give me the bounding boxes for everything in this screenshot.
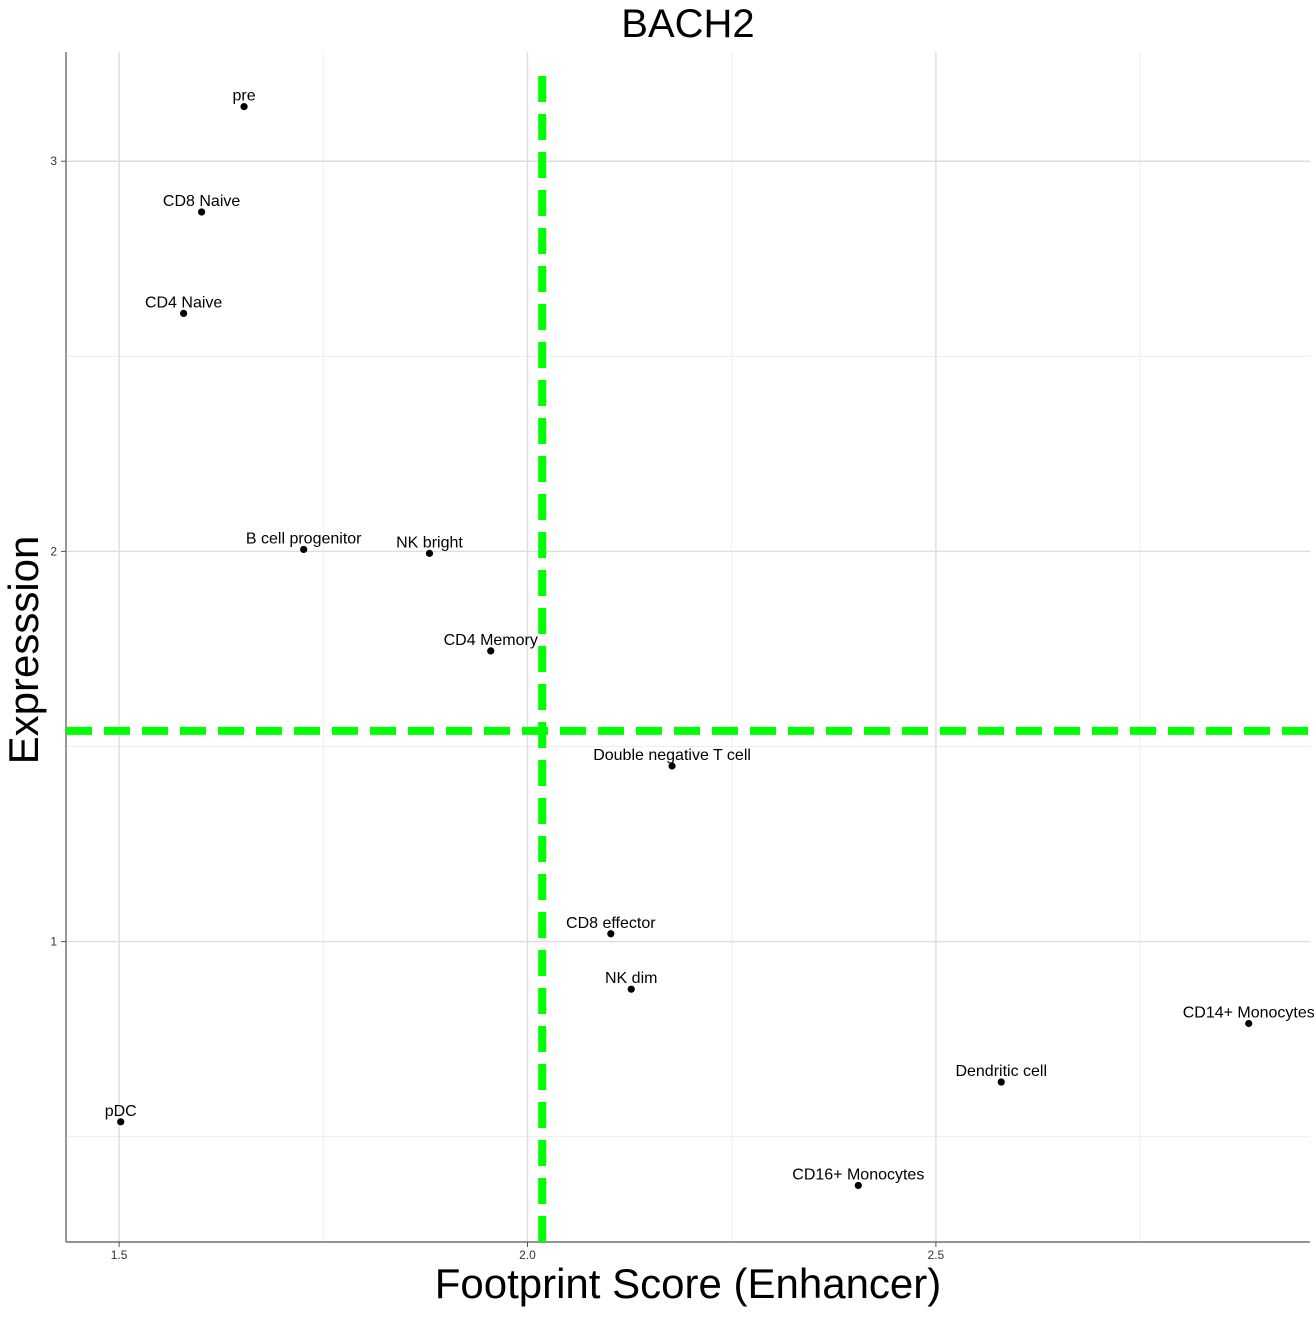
reference-lines	[66, 76, 1310, 1242]
data-point	[1245, 1019, 1253, 1028]
data-point-label: B cell progenitor	[246, 530, 362, 547]
data-point-label: Dendritic cell	[955, 1063, 1047, 1080]
data-point-label: CD16+ Monocytes	[792, 1166, 924, 1183]
data-point	[997, 1078, 1005, 1086]
data-point	[487, 647, 495, 655]
data-point	[425, 549, 434, 557]
y-tick-label: 1	[50, 935, 57, 949]
y-tick-label: 2	[50, 544, 57, 558]
data-point	[627, 985, 635, 993]
data-point-label: CD4 Naive	[145, 294, 222, 311]
data-point-label: CD8 effector	[566, 915, 656, 932]
data-point	[300, 545, 308, 554]
data-point	[854, 1181, 862, 1190]
data-point-label: CD8 Naive	[163, 193, 240, 210]
data-point	[117, 1118, 125, 1126]
x-axis-title: Footprint Score (Enhancer)	[435, 1260, 942, 1307]
data-point	[607, 930, 615, 938]
y-axis-title: Expresssion	[0, 536, 47, 765]
data-point	[197, 208, 206, 216]
data-point-label: CD14+ Monocytes	[1183, 1005, 1315, 1022]
y-tick-label: 3	[50, 154, 57, 168]
x-tick-label: 2.5	[928, 1248, 945, 1262]
data-point-label: pDC	[105, 1103, 137, 1120]
data-point-label: pre	[233, 88, 256, 105]
data-point-label: Double negative T cell	[593, 747, 751, 764]
axis-layer: 1.5 2.0 2.5 1 2 3	[50, 52, 1310, 1262]
chart-title: BACH2	[621, 2, 754, 46]
data-point	[240, 103, 248, 111]
x-tick-label: 1.5	[111, 1248, 128, 1262]
data-point-label: NK dim	[605, 970, 657, 987]
points-layer: pre CD8 Naive CD4 Naive B cell progenitor NK…	[105, 88, 1315, 1190]
data-point-label: NK bright	[396, 534, 463, 551]
data-point	[180, 309, 188, 318]
grid-layer	[66, 52, 1310, 1242]
x-tick-label: 2.0	[519, 1248, 536, 1262]
data-point-label: CD4 Memory	[444, 632, 538, 649]
data-point	[668, 762, 676, 770]
